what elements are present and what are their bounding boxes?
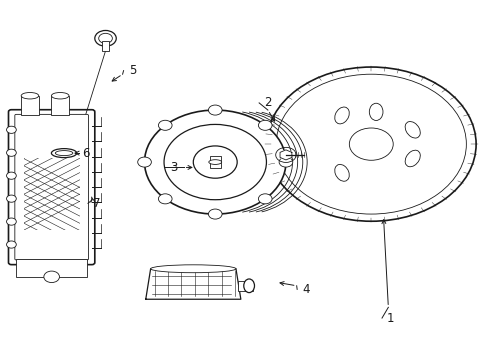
Text: 6: 6 [82, 147, 90, 159]
Ellipse shape [405, 150, 419, 167]
Bar [51, 96, 69, 116]
Polygon shape [145, 269, 241, 299]
Circle shape [138, 157, 151, 167]
Text: 4: 4 [302, 283, 309, 296]
Circle shape [276, 74, 466, 214]
Circle shape [95, 31, 116, 46]
Circle shape [163, 125, 266, 200]
Circle shape [6, 149, 16, 156]
Ellipse shape [208, 160, 221, 165]
Bar [21, 96, 39, 116]
Text: 3: 3 [170, 161, 177, 174]
Circle shape [6, 241, 16, 248]
Bar [209, 156, 220, 168]
Circle shape [266, 67, 475, 221]
Bar [238, 281, 252, 291]
Circle shape [208, 209, 222, 219]
FancyBboxPatch shape [8, 110, 95, 265]
Circle shape [158, 194, 172, 204]
Ellipse shape [244, 279, 254, 293]
FancyBboxPatch shape [15, 114, 88, 260]
Text: 7: 7 [93, 197, 101, 210]
Circle shape [6, 126, 16, 134]
Circle shape [6, 195, 16, 202]
Circle shape [258, 120, 271, 130]
Circle shape [348, 128, 392, 160]
Ellipse shape [334, 165, 348, 181]
Ellipse shape [368, 103, 382, 121]
Circle shape [6, 172, 16, 179]
Circle shape [6, 218, 16, 225]
Ellipse shape [334, 107, 348, 124]
Polygon shape [280, 150, 291, 160]
Circle shape [158, 120, 172, 130]
Ellipse shape [55, 150, 73, 156]
Circle shape [193, 146, 237, 178]
Ellipse shape [51, 93, 69, 99]
Circle shape [44, 271, 60, 283]
Circle shape [258, 194, 271, 204]
Bar [102, 41, 109, 51]
Text: 1: 1 [386, 311, 394, 325]
Circle shape [208, 105, 222, 115]
Ellipse shape [150, 265, 236, 273]
Circle shape [144, 110, 285, 214]
Circle shape [99, 33, 112, 43]
Bar [16, 259, 87, 277]
Circle shape [279, 157, 292, 167]
Text: 5: 5 [128, 64, 136, 77]
Ellipse shape [21, 93, 39, 99]
Ellipse shape [405, 122, 419, 138]
Ellipse shape [51, 149, 77, 158]
Text: 2: 2 [264, 96, 271, 109]
